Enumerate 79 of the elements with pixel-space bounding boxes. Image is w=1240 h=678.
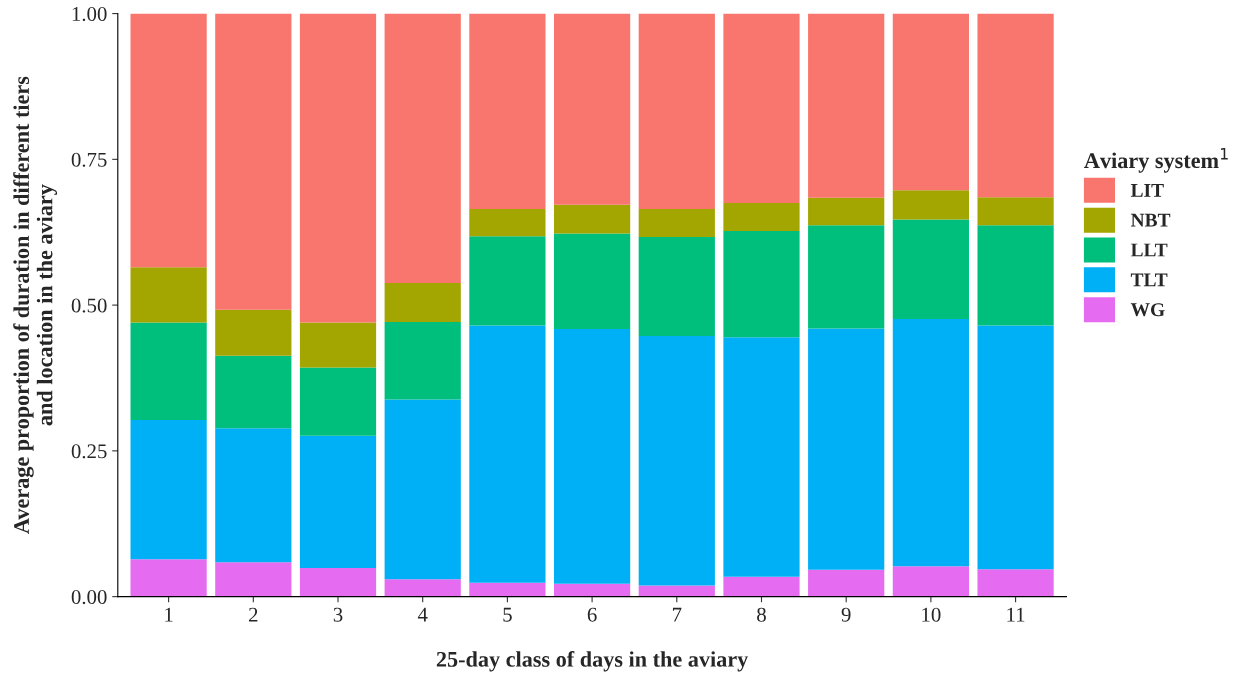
x-tick-label: 6 [587, 607, 597, 622]
y-tick-label: 0.00 [71, 590, 107, 605]
bar [723, 13, 800, 204]
bar [553, 13, 631, 205]
bar [130, 322, 207, 420]
bar [215, 355, 292, 429]
bar [977, 197, 1054, 226]
bar [384, 282, 461, 323]
bar [638, 336, 715, 586]
bar [723, 231, 800, 338]
bar [553, 583, 631, 597]
bar [808, 197, 885, 226]
bar [384, 579, 461, 597]
bar [130, 559, 207, 597]
y-tick-label: 0.50 [71, 298, 107, 313]
y-tick-label: 0.75 [71, 152, 107, 167]
bar [299, 13, 377, 323]
legend-label: TLT [1130, 273, 1168, 287]
x-tick-label: 10 [922, 607, 941, 622]
bar [553, 204, 631, 234]
x-axis-title: 25-day class of days in the aviary [436, 650, 749, 672]
bar [299, 322, 377, 368]
bar [638, 236, 715, 336]
bar [469, 582, 546, 597]
legend-label: LLT [1130, 243, 1168, 257]
bar [384, 13, 461, 283]
bar [808, 13, 885, 198]
bar [553, 233, 631, 330]
bar [892, 219, 969, 320]
bar [469, 325, 546, 583]
legend-label: WG [1130, 303, 1165, 317]
bar [808, 569, 885, 597]
bar [384, 322, 461, 400]
legend-label: LIT [1130, 183, 1164, 197]
bar [299, 568, 377, 597]
bar [892, 13, 969, 191]
x-tick-label: 9 [841, 607, 851, 622]
x-tick-label: 3 [333, 607, 343, 622]
bar [892, 190, 969, 220]
bar [215, 428, 292, 563]
bar [977, 225, 1054, 326]
legend-title: Aviary system$^{1}$ [1084, 148, 1228, 173]
bar [299, 367, 377, 436]
bar [808, 328, 885, 570]
x-tick-label: 8 [757, 607, 766, 622]
y-tick-label: 0.25 [71, 444, 107, 459]
bar [384, 399, 461, 580]
bar [808, 225, 885, 329]
bar [469, 236, 546, 326]
x-tick-label: 1 [165, 607, 173, 622]
bar [130, 267, 207, 323]
bar [638, 585, 715, 597]
y-axis-title: Average proportion of duration in different tiers and location in the aviary [13, 76, 58, 534]
x-tick-label: 7 [672, 607, 682, 622]
bar [977, 13, 1054, 198]
bar [215, 562, 292, 597]
x-tick-label: 2 [249, 607, 258, 622]
y-tick-label: 1.00 [72, 6, 107, 22]
bar [215, 309, 292, 356]
bar [892, 319, 969, 567]
bar [977, 569, 1054, 597]
bar [638, 208, 715, 237]
x-tick-label: 5 [503, 607, 512, 622]
bar [723, 203, 800, 232]
legend-label: NBT [1130, 213, 1171, 227]
bar [130, 419, 207, 560]
bar [638, 13, 715, 209]
bar [469, 208, 546, 237]
x-tick-label: 11 [1007, 607, 1025, 622]
bar [553, 329, 631, 584]
bar [723, 337, 800, 577]
bar [469, 13, 546, 209]
bar [299, 435, 377, 569]
x-tick-label: 4 [417, 607, 428, 622]
bar [130, 13, 207, 268]
bar [892, 566, 969, 597]
bar [977, 325, 1054, 570]
bar [723, 576, 800, 597]
bar [215, 13, 292, 310]
